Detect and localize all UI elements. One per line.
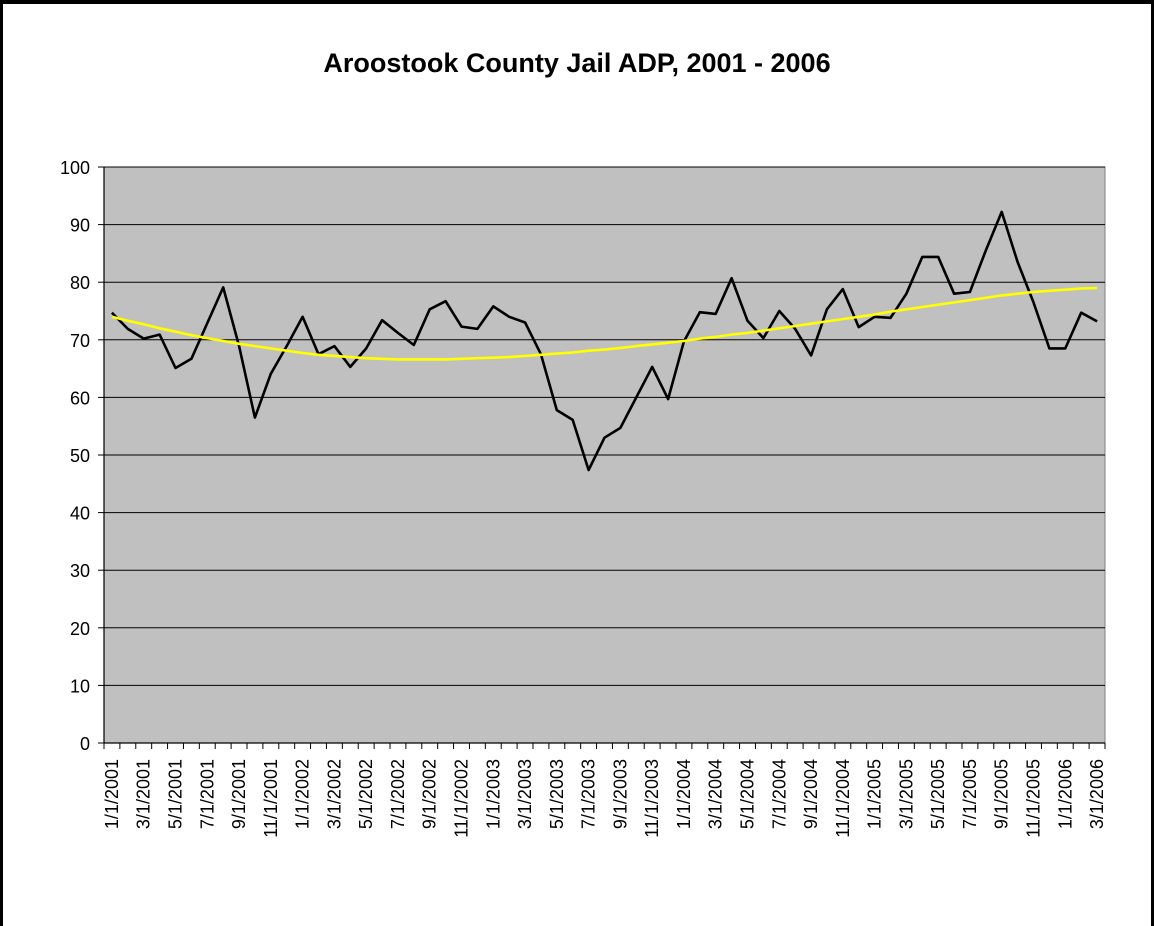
x-tick-label: 11/1/2005 bbox=[1024, 759, 1044, 838]
x-tick-label: 1/1/2005 bbox=[865, 759, 885, 829]
y-tick-label: 100 bbox=[60, 158, 90, 178]
x-tick-label: 7/1/2003 bbox=[579, 759, 599, 829]
x-tick-label: 9/1/2003 bbox=[610, 759, 630, 829]
adp-line bbox=[110, 210, 1098, 472]
y-tick-label: 10 bbox=[70, 676, 90, 696]
x-tick-label: 11/1/2002 bbox=[452, 759, 472, 838]
y-tick-label: 0 bbox=[80, 734, 90, 754]
y-tick-label: 50 bbox=[70, 446, 90, 466]
x-tick-label: 5/1/2004 bbox=[738, 759, 758, 829]
x-tick-label: 3/1/2003 bbox=[515, 759, 535, 829]
x-tick-label: 3/1/2002 bbox=[324, 759, 344, 829]
x-tick-label: 1/1/2002 bbox=[293, 759, 313, 829]
x-tick-label: 7/1/2004 bbox=[769, 759, 789, 829]
axes: 0 10 20 30 40 50 60 70 80 90 100 1/1/2001 3/1/2001 5/… bbox=[60, 158, 1107, 838]
trend-line bbox=[111, 286, 1098, 361]
y-tick-label: 90 bbox=[70, 216, 90, 236]
x-tick-label: 5/1/2002 bbox=[356, 759, 376, 829]
x-tick-label: 5/1/2003 bbox=[547, 759, 567, 829]
series bbox=[110, 210, 1098, 472]
y-tick-label: 70 bbox=[70, 331, 90, 351]
x-tick-label: 9/1/2001 bbox=[229, 759, 249, 829]
x-tick-label: 9/1/2004 bbox=[801, 759, 821, 829]
x-tick-label: 1/1/2004 bbox=[674, 759, 694, 829]
x-tick-label: 3/1/2005 bbox=[896, 759, 916, 829]
x-tick-label: 9/1/2005 bbox=[992, 759, 1012, 829]
x-tick-label: 1/1/2003 bbox=[483, 759, 503, 829]
y-tick-label: 20 bbox=[70, 619, 90, 639]
y-tick-label: 80 bbox=[70, 273, 90, 293]
x-tick-label: 7/1/2002 bbox=[388, 759, 408, 829]
x-tick-label: 5/1/2005 bbox=[928, 759, 948, 829]
y-tick-label: 40 bbox=[70, 504, 90, 524]
gridlines bbox=[104, 166, 1105, 686]
x-tick-label: 3/1/2006 bbox=[1087, 759, 1107, 829]
x-tick-label: 1/1/2001 bbox=[102, 759, 122, 829]
x-tick-label: 3/1/2001 bbox=[134, 759, 154, 829]
x-tick-label: 7/1/2005 bbox=[960, 759, 980, 829]
y-tick-label: 30 bbox=[70, 561, 90, 581]
x-tick-label: 11/1/2003 bbox=[642, 759, 662, 838]
x-tick-label: 5/1/2001 bbox=[166, 759, 186, 829]
x-tick-label: 9/1/2002 bbox=[420, 759, 440, 829]
chart-title: Aroostook County Jail ADP, 2001 - 2006 bbox=[323, 48, 831, 78]
x-tick-label: 11/1/2004 bbox=[833, 759, 853, 838]
x-tick-label: 7/1/2001 bbox=[197, 759, 217, 829]
x-tick-label: 1/1/2006 bbox=[1055, 759, 1075, 829]
x-tick-label: 11/1/2001 bbox=[261, 759, 281, 838]
y-tick-label: 60 bbox=[70, 388, 90, 408]
x-tick-label: 3/1/2004 bbox=[706, 759, 726, 829]
